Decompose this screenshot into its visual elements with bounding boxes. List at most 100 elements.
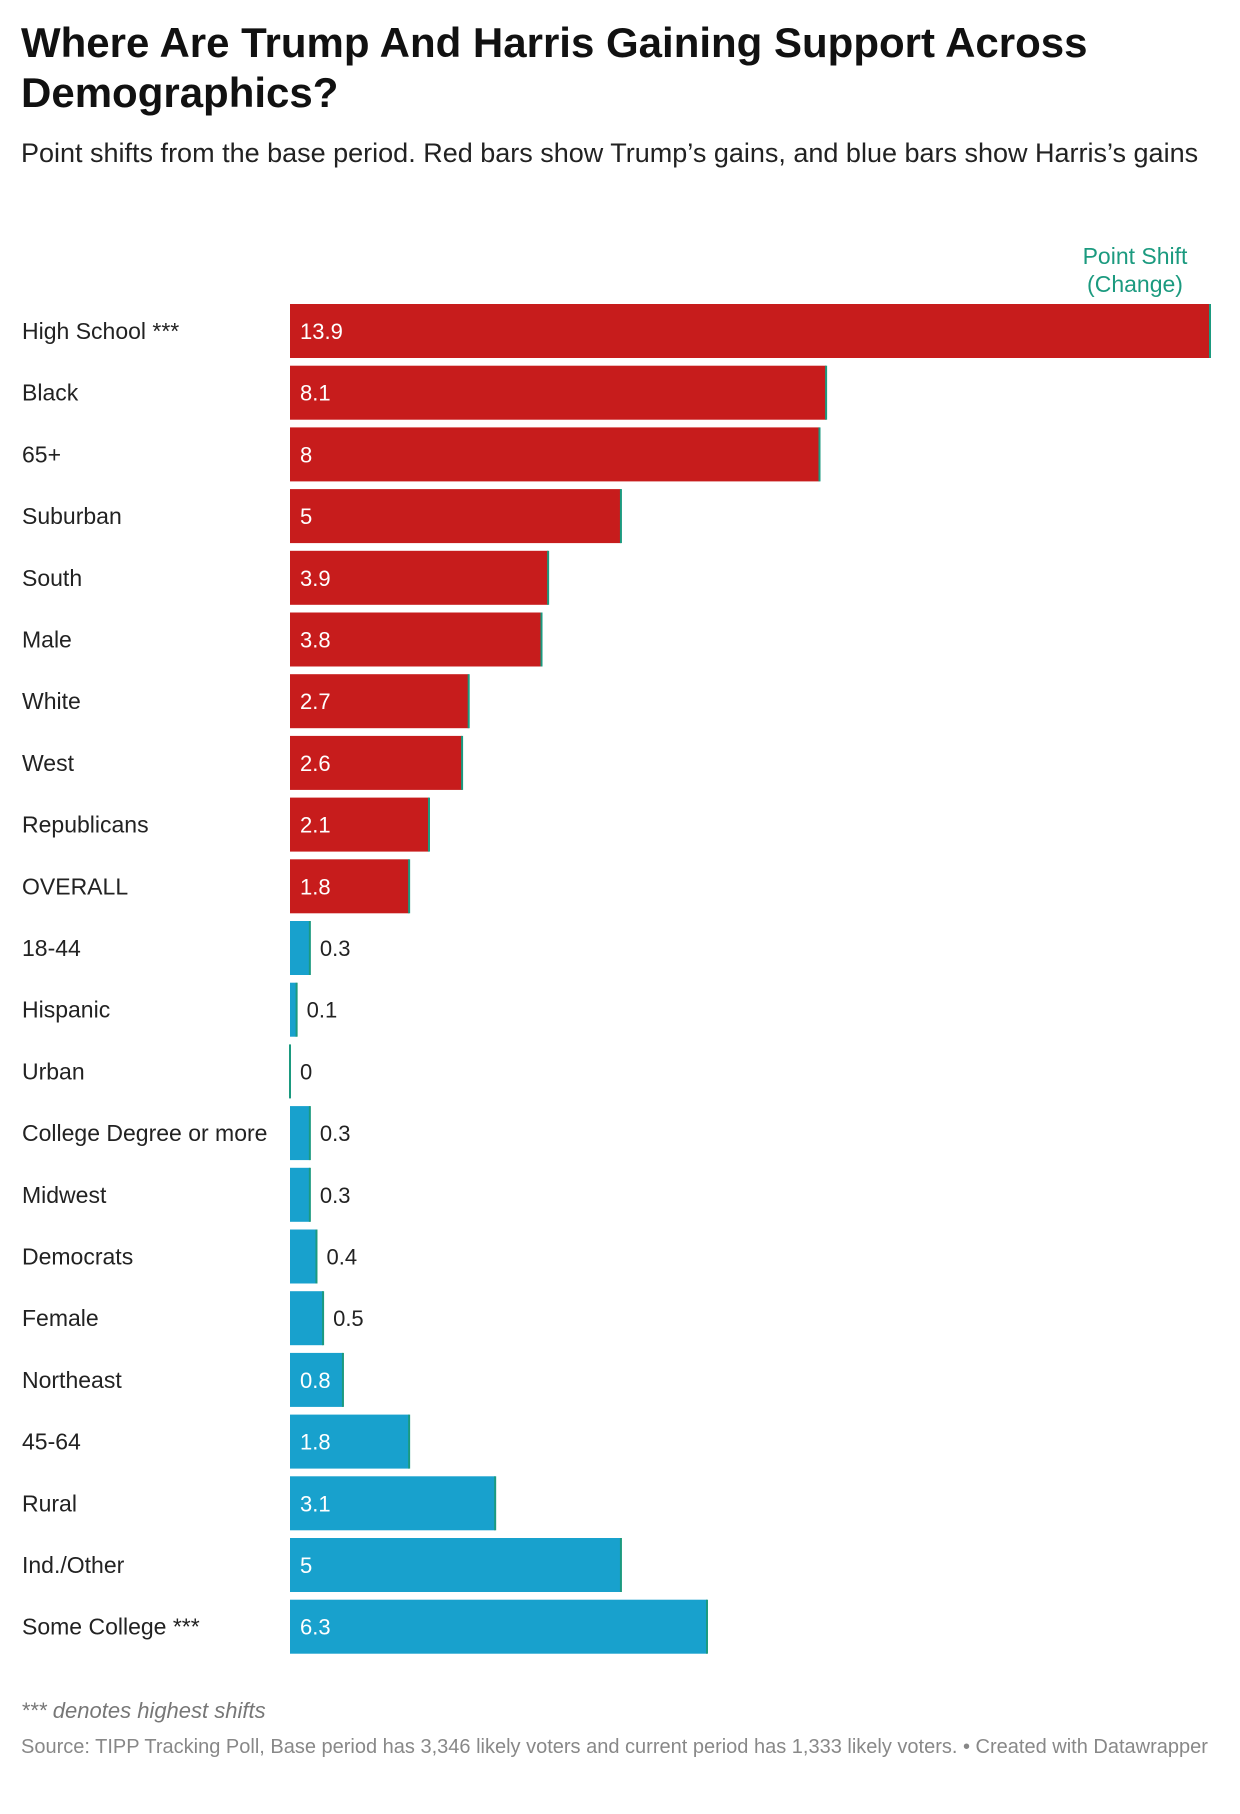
bar-value-label: 1.8 xyxy=(300,1430,331,1455)
bar-value-label: 0.4 xyxy=(326,1245,357,1270)
bar-value-label: 0.3 xyxy=(320,936,351,961)
bar-value-label: 8.1 xyxy=(300,381,331,406)
row-label: Urban xyxy=(22,1058,85,1084)
bar-end-marker xyxy=(540,612,543,667)
bar-row-white: White 2.7 xyxy=(22,674,470,729)
bar-trump xyxy=(290,304,1210,358)
row-label: Northeast xyxy=(22,1367,122,1393)
row-label: 65+ xyxy=(22,441,61,467)
bar-end-marker xyxy=(619,489,622,544)
bar-value-label: 3.8 xyxy=(300,628,331,653)
bar-value-label: 13.9 xyxy=(300,319,343,344)
bar-harris xyxy=(290,1414,410,1469)
bar-harris xyxy=(290,982,297,1037)
bar-trump xyxy=(290,797,429,852)
bar-trump xyxy=(290,735,463,790)
bar-trump xyxy=(290,489,621,544)
row-label: Democrats xyxy=(22,1244,133,1270)
bar-value-label: 8 xyxy=(300,442,312,467)
bar-value-label: 2.1 xyxy=(300,813,331,838)
bar-end-marker xyxy=(461,735,464,790)
row-label: Rural xyxy=(22,1490,77,1516)
bar-row-northeast: Northeast 0.8 xyxy=(22,1352,344,1407)
row-label: OVERALL xyxy=(22,873,128,899)
bar-end-marker xyxy=(825,365,828,420)
bar-end-marker xyxy=(322,1291,325,1346)
row-label: Ind./Other xyxy=(22,1552,125,1578)
bar-value-label: 0.5 xyxy=(333,1306,364,1331)
bar-trump xyxy=(290,612,542,667)
row-label: Some College *** xyxy=(22,1614,200,1640)
bar-trump xyxy=(290,859,410,914)
bar-end-marker xyxy=(308,921,311,975)
bar-end-marker xyxy=(1209,304,1211,358)
bar-harris xyxy=(290,1106,310,1161)
bar-end-marker xyxy=(308,1167,311,1222)
bar-value-label: 3.9 xyxy=(300,566,331,591)
bar-harris xyxy=(290,1167,310,1222)
bar-value-label: 0.1 xyxy=(307,998,338,1023)
footnote: *** denotes highest shifts xyxy=(21,1698,266,1723)
bar-trump xyxy=(290,674,469,729)
row-label: Hispanic xyxy=(22,997,110,1023)
bar-value-label: 2.7 xyxy=(300,689,331,714)
column-header: Point Shift (Change) xyxy=(1060,242,1210,298)
bar-row-suburban: Suburban 5 xyxy=(22,489,622,544)
bar-end-marker xyxy=(289,1044,291,1099)
bar-harris xyxy=(290,1538,621,1592)
bar-row-college-degree-or-more: College Degree or more 0.3 xyxy=(22,1106,350,1161)
bar-harris xyxy=(290,1229,317,1284)
bar-harris xyxy=(290,1476,496,1531)
bar-end-marker xyxy=(315,1229,318,1284)
bar-end-marker xyxy=(547,550,550,605)
column-header-line1: Point Shift xyxy=(1082,243,1188,269)
bar-row-female: Female 0.5 xyxy=(22,1291,364,1346)
bar-harris xyxy=(290,1352,343,1407)
bar-value-label: 0.8 xyxy=(300,1368,331,1393)
source-credit: Source: TIPP Tracking Poll, Base period … xyxy=(21,1736,1208,1758)
bar-row-republicans: Republicans 2.1 xyxy=(22,797,430,852)
bar-end-marker xyxy=(818,427,821,482)
bar-value-label: 5 xyxy=(300,1553,312,1578)
bar-row-black: Black 8.1 xyxy=(22,365,828,420)
bar-row-some-college: Some College *** 6.3 xyxy=(22,1599,708,1654)
bar-row-ind-other: Ind./Other 5 xyxy=(22,1538,622,1592)
chart-title: Where Are Trump And Harris Gaining Suppo… xyxy=(21,19,1088,116)
bar-row-hispanic: Hispanic 0.1 xyxy=(22,982,338,1037)
bar-row-18-44: 18-44 0.3 xyxy=(22,921,350,975)
bar-row-45-64: 45-64 1.8 xyxy=(22,1414,411,1469)
bar-trump xyxy=(290,365,827,420)
bar-end-marker xyxy=(427,797,430,852)
row-label: Female xyxy=(22,1305,99,1331)
bar-row-urban: Urban 0 xyxy=(22,1044,312,1099)
row-label: Midwest xyxy=(22,1182,107,1208)
row-label: Black xyxy=(22,380,79,406)
row-label: Republicans xyxy=(22,812,149,838)
bar-row-65: 65+ 8 xyxy=(22,427,821,482)
bar-value-label: 5 xyxy=(300,504,312,529)
row-label: Suburban xyxy=(22,503,122,529)
bar-end-marker xyxy=(705,1599,708,1654)
bar-value-label: 2.6 xyxy=(300,751,331,776)
bar-row-overall: OVERALL 1.8 xyxy=(22,859,411,914)
bar-value-label: 0.3 xyxy=(320,1183,351,1208)
bar-value-label: 3.1 xyxy=(300,1491,331,1516)
bar-row-male: Male 3.8 xyxy=(22,612,543,667)
bar-harris xyxy=(290,1291,324,1346)
bar-end-marker xyxy=(619,1538,622,1592)
bar-end-marker xyxy=(295,982,298,1037)
bar-end-marker xyxy=(341,1352,344,1407)
bar-row-rural: Rural 3.1 xyxy=(22,1476,497,1531)
bar-row-west: West 2.6 xyxy=(22,735,464,790)
bar-end-marker xyxy=(408,859,411,914)
bar-value-label: 0 xyxy=(300,1059,312,1084)
bar-end-marker xyxy=(408,1414,411,1469)
bar-value-label: 1.8 xyxy=(300,874,331,899)
row-label: College Degree or more xyxy=(22,1120,267,1146)
bar-value-label: 6.3 xyxy=(300,1615,331,1640)
bar-row-democrats: Democrats 0.4 xyxy=(22,1229,357,1284)
row-label: 18-44 xyxy=(22,935,81,961)
bar-harris xyxy=(290,921,310,975)
bar-end-marker xyxy=(467,674,470,729)
